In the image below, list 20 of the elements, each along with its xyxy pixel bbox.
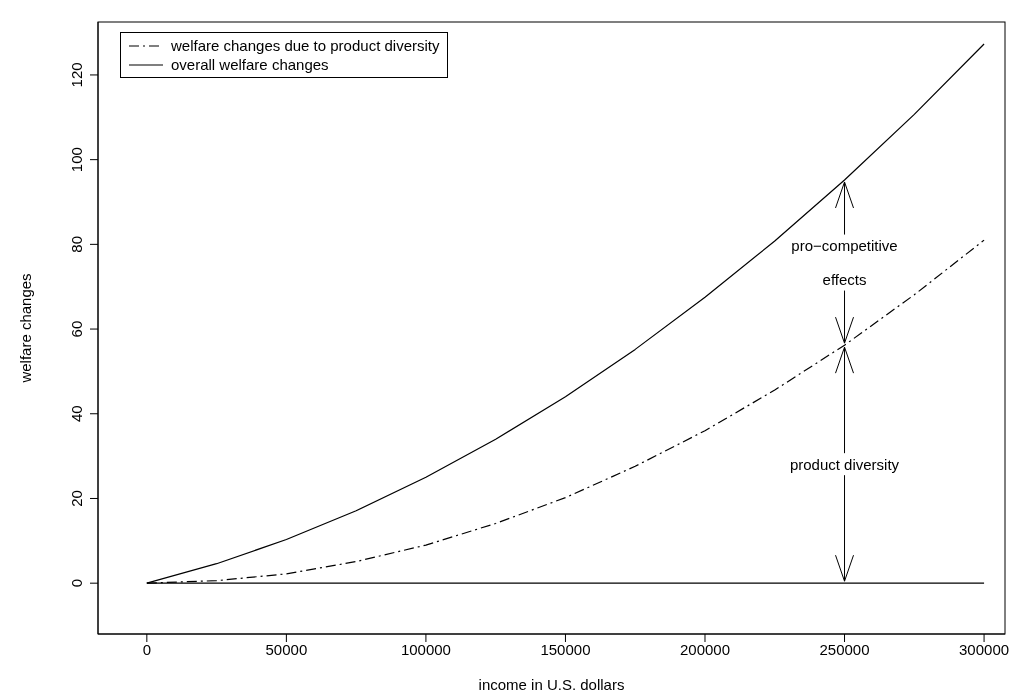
x-tick-label: 250000 [819, 640, 870, 658]
y-axis-title: welfare changes [17, 273, 35, 384]
y-tick-label: 120 [68, 62, 85, 88]
x-tick-label: 200000 [679, 640, 731, 658]
legend-label: overall welfare changes [171, 55, 329, 74]
x-tick-label: 300000 [959, 640, 1010, 658]
y-tick-label: 40 [68, 405, 85, 423]
y-tick-label: 20 [68, 490, 85, 507]
annotation: pro−competitive effects [791, 237, 898, 289]
y-tick-label: 60 [68, 320, 85, 338]
x-axis-title: income in U.S. dollars [478, 676, 625, 693]
x-tick-label: 0 [142, 640, 152, 658]
y-tick-label: 100 [68, 147, 85, 173]
x-tick-label: 100000 [400, 640, 451, 658]
y-tick-label: 80 [68, 236, 85, 253]
legend-label: welfare changes due to product diversity [171, 36, 440, 55]
y-tick-label: 0 [68, 579, 85, 588]
x-tick-label: 50000 [265, 640, 308, 658]
annotation: product diversity [789, 455, 900, 473]
x-tick-label: 150000 [540, 640, 591, 658]
